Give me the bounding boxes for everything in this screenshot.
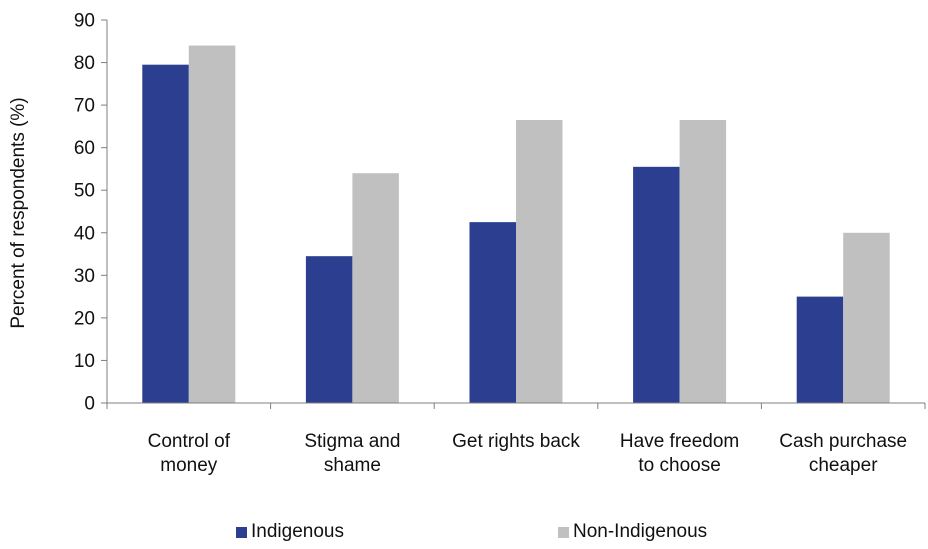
bar-non-indigenous-stigma-and-shame <box>352 173 399 403</box>
bar-indigenous-get-rights-back <box>469 222 516 403</box>
y-tick-label: 40 <box>74 223 95 244</box>
y-axis-label: Percent of respondents (%) <box>8 97 29 328</box>
legend-swatch-indigenous <box>236 526 247 538</box>
y-tick-label: 30 <box>74 266 95 287</box>
y-tick-label: 0 <box>84 394 95 415</box>
y-tick-label: 10 <box>74 351 95 372</box>
x-tick-label-stigma-and-shame: Stigma and shame <box>304 431 400 476</box>
bar-non-indigenous-have-freedom-to-choose <box>679 120 727 403</box>
bars <box>142 45 890 404</box>
y-tick-label: 50 <box>74 181 95 202</box>
bar-non-indigenous-get-rights-back <box>516 120 563 403</box>
legend-item-non-indigenous: Non-Indigenous <box>558 521 707 543</box>
y-tick-label: 80 <box>74 53 95 74</box>
bar-indigenous-have-freedom-to-choose <box>633 166 680 403</box>
legend-item-indigenous: Indigenous <box>236 521 344 543</box>
legend-label-non-indigenous: Non-Indigenous <box>573 521 708 542</box>
legend-label-indigenous: Indigenous <box>251 521 344 542</box>
x-tick-label-have-freedom-to-choose: Have freedom to choose <box>620 431 739 476</box>
legend-swatch-non-indigenous <box>558 526 569 538</box>
bar-indigenous-control-of-money <box>142 64 189 403</box>
bar-non-indigenous-cash-purchase-cheaper <box>843 232 890 403</box>
y-axis: 0 10 20 30 40 50 60 70 80 90 <box>74 11 108 415</box>
x-axis: Control of money Stigma and shame Get rights… <box>106 402 926 476</box>
x-tick-label-control-of-money: Control of money <box>148 431 231 476</box>
y-tick-label: 90 <box>74 11 95 32</box>
x-tick-label-get-rights-back: Get rights back <box>452 431 580 452</box>
bar-non-indigenous-control-of-money <box>188 45 236 404</box>
y-tick-label: 20 <box>74 308 95 329</box>
y-tick-label: 70 <box>74 96 95 117</box>
bar-indigenous-stigma-and-shame <box>305 256 353 403</box>
x-tick-label-cash-purchase-cheaper: Cash purchase cheaper <box>779 431 907 476</box>
y-tick-label: 60 <box>74 138 95 159</box>
bar-indigenous-cash-purchase-cheaper <box>796 296 844 403</box>
